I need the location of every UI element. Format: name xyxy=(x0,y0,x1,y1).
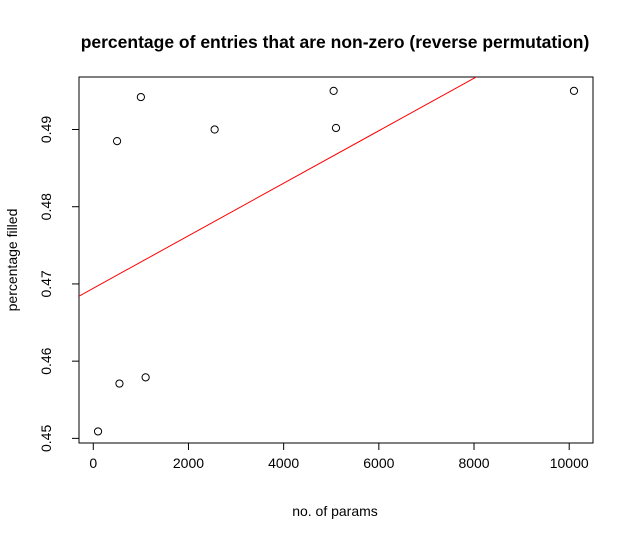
data-point xyxy=(331,123,341,133)
data-point xyxy=(210,125,219,134)
data-point xyxy=(115,379,124,388)
chart-title: percentage of entries that are non-zero … xyxy=(81,32,590,52)
y-axis: 0.45 0.46 0.47 0.48 0.49 xyxy=(38,116,80,452)
fit-line xyxy=(79,77,478,297)
y-tick-label: 0.49 xyxy=(38,116,54,143)
x-axis-label: no. of params xyxy=(292,503,378,519)
data-point xyxy=(112,136,122,146)
x-tick-label: 4000 xyxy=(268,455,299,471)
x-tick-label: 2000 xyxy=(173,455,204,471)
y-tick-label: 0.47 xyxy=(38,270,54,297)
x-tick-label: 0 xyxy=(89,455,97,471)
data-point xyxy=(329,86,338,95)
fit-line-layer xyxy=(79,77,478,297)
y-tick-label: 0.45 xyxy=(38,425,54,452)
data-point xyxy=(141,373,150,382)
x-tick-label: 6000 xyxy=(363,455,394,471)
points-layer xyxy=(93,86,579,436)
data-point xyxy=(569,86,579,95)
x-tick-label: 10000 xyxy=(550,455,589,471)
x-axis: 0 2000 4000 6000 8000 10000 xyxy=(89,442,589,471)
y-tick-label: 0.46 xyxy=(38,347,54,374)
x-tick-label: 8000 xyxy=(458,455,489,471)
y-tick-label: 0.48 xyxy=(38,193,54,220)
y-axis-label: percentage filled xyxy=(4,209,20,312)
data-point xyxy=(93,427,103,436)
data-point xyxy=(136,92,145,102)
